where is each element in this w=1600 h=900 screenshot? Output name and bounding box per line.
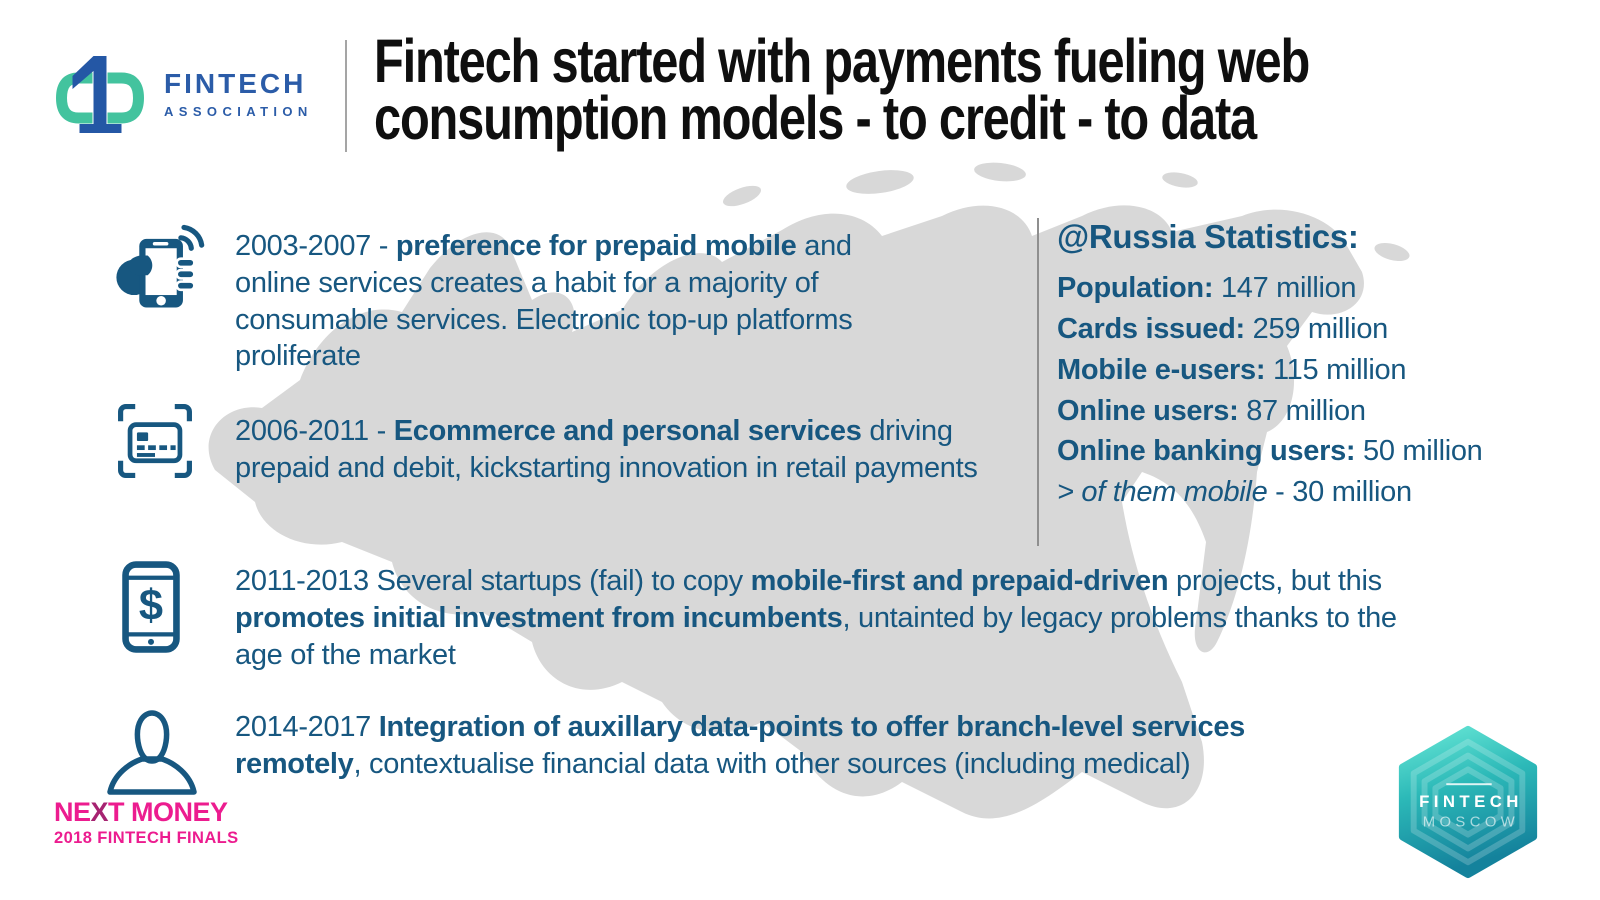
badge-line1: FINTECH (1419, 792, 1523, 811)
phone-dollar-icon: $ (122, 561, 180, 653)
stat-online-users: Online users: 87 million (1057, 394, 1366, 427)
stat-online-banking-users: Online banking users: 50 million (1057, 435, 1483, 468)
russia-statistics-panel: @Russia Statistics: Population: 147 mill… (1037, 218, 1483, 546)
fintech-association-logo: FINTECH ASSOCIATION (52, 48, 313, 140)
timeline-item-2014-2017: 2014-2017 Integration of auxillary data-… (235, 711, 1245, 780)
card-scan-icon (118, 404, 192, 478)
svg-text:$: $ (139, 582, 163, 630)
stat-of-them-mobile: > of them mobile - 30 million (1057, 476, 1412, 509)
person-icon (107, 710, 197, 795)
page-title: Fintech started with payments fueling we… (374, 27, 1310, 153)
title-line-2: consumption models - to credit - to data (374, 84, 1257, 153)
mobile-hand-signal-icon (116, 224, 205, 308)
title-line-1: Fintech started with payments fueling we… (374, 27, 1310, 95)
logo-line2: ASSOCIATION (164, 104, 313, 119)
stat-mobile-e-users: Mobile e-users: 115 million (1057, 353, 1407, 386)
next-money-wordmark: NEXT MONEY (54, 797, 228, 827)
header-divider (345, 40, 347, 152)
badge-line2: MOSCOW (1423, 815, 1520, 831)
next-money-subtitle: 2018 FINTECH FINALS (54, 829, 239, 847)
fintech-association-logo-text: FINTECH ASSOCIATION (164, 68, 313, 119)
timeline-item-2006-2011: 2006-2011 - Ecommerce and personal servi… (235, 415, 978, 484)
timeline-item-2003-2007: 2003-2007 - preference for prepaid mobil… (235, 230, 853, 373)
logo-line1: FINTECH (164, 68, 307, 99)
stat-cards-issued: Cards issued: 259 million (1057, 312, 1388, 345)
fintech-association-logo-icon (55, 56, 145, 133)
stats-heading: @Russia Statistics: (1057, 218, 1359, 255)
stat-population: Population: 147 million (1057, 271, 1357, 304)
next-money-logo: NEXT MONEY 2018 FINTECH FINALS (54, 799, 239, 847)
badge-divider-line (1446, 783, 1492, 786)
fintech-moscow-badge: FINTECH MOSCOW (1398, 725, 1538, 879)
timeline-item-2011-2013: 2011-2013 Several startups (fail) to cop… (235, 565, 1397, 671)
